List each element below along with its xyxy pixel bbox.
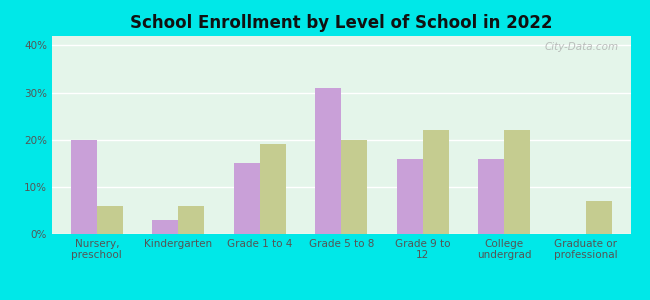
Bar [341,140,367,234]
Bar [152,220,178,234]
Bar [504,130,530,234]
Bar [315,88,341,234]
Bar [234,163,260,234]
Bar [260,144,286,234]
Bar [422,130,448,234]
Bar [71,140,97,234]
Text: City-Data.com: City-Data.com [545,42,619,52]
Bar [97,206,123,234]
Bar [478,159,504,234]
Bar [178,206,204,234]
Title: School Enrollment by Level of School in 2022: School Enrollment by Level of School in … [130,14,552,32]
Bar [586,201,612,234]
Bar [396,159,422,234]
